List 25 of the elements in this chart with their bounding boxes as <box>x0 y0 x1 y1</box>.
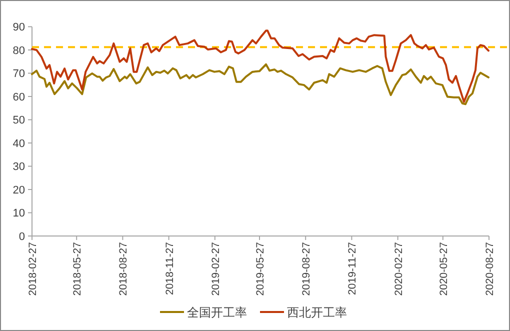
y-tick-label: 90 <box>12 22 25 34</box>
x-tick-label: 2019-11-27 <box>346 242 359 295</box>
x-tick-label: 2018-02-27 <box>27 242 39 296</box>
legend-label: 全国开工率 <box>187 306 247 320</box>
y-tick-label: 10 <box>12 208 25 220</box>
y-tick-label: 0 <box>18 231 25 243</box>
x-tick-label: 2020-02-27 <box>392 242 405 296</box>
y-tick-label: 70 <box>12 68 25 80</box>
y-tick-label: 50 <box>12 114 25 127</box>
y-tick-label: 40 <box>12 138 25 150</box>
y-tick-label: 80 <box>12 44 25 57</box>
line-series <box>31 63 490 106</box>
x-tick-label: 2018-05-27 <box>72 242 84 296</box>
x-tick-label: 2020-05-27 <box>438 242 450 296</box>
x-tick-label: 2020-08-27 <box>484 242 496 296</box>
y-tick-label: 60 <box>12 91 25 104</box>
x-tick-label: 2019-02-27 <box>210 242 222 296</box>
x-tick-label: 2019-05-27 <box>254 242 266 296</box>
legend-label: 西北开工率 <box>287 306 347 320</box>
x-tick-label: 2018-11-27 <box>164 242 176 295</box>
x-tick-label: 2019-08-27 <box>300 242 313 296</box>
y-tick-label: 30 <box>12 161 25 174</box>
y-tick-label: 20 <box>12 184 25 196</box>
x-tick-label: 2018-08-27 <box>118 242 130 296</box>
line-series <box>31 30 490 103</box>
